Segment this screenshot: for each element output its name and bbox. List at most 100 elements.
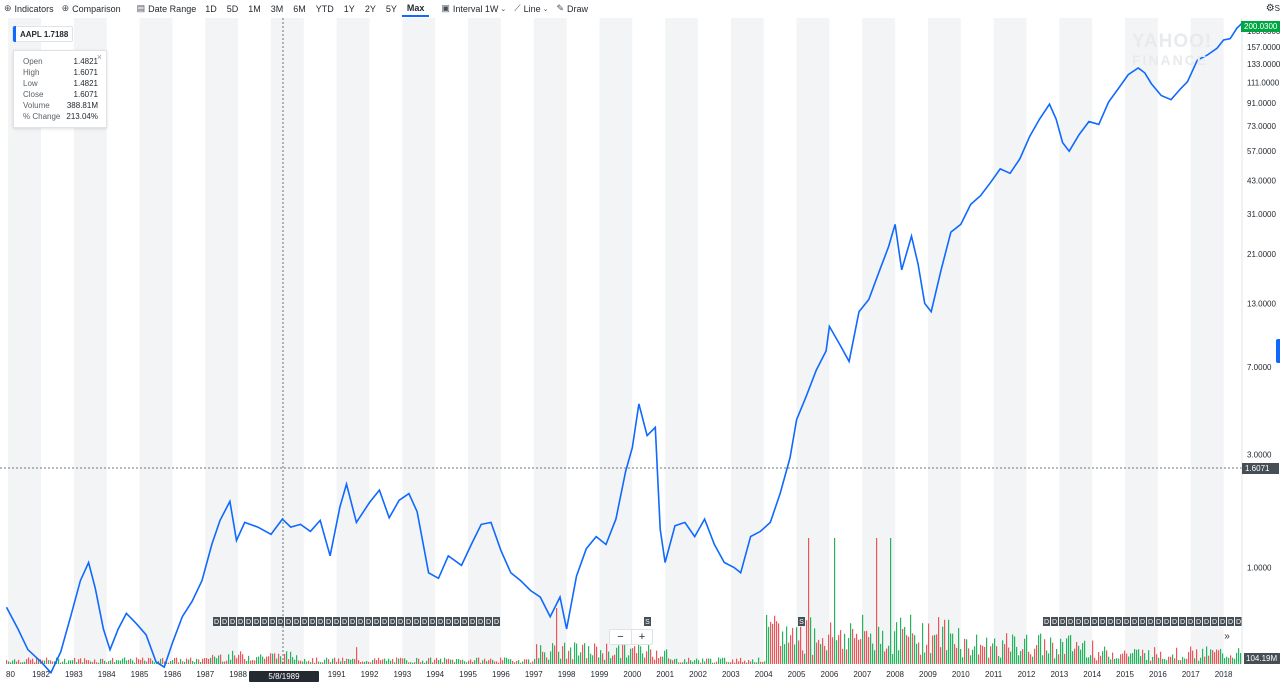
volume-bar-up	[796, 627, 798, 664]
dividend-marker-box	[293, 617, 300, 626]
dividend-marker-box	[1067, 617, 1074, 626]
volume-bar-down	[370, 662, 372, 664]
volume-bar-up	[696, 658, 698, 664]
volume-bar-up	[890, 538, 892, 664]
range-6m[interactable]: 6M	[293, 3, 306, 14]
volume-bar-down	[264, 658, 266, 664]
volume-bar-down	[468, 660, 470, 664]
x-tick-label: 2012	[1018, 670, 1036, 679]
volume-bar-down	[308, 660, 310, 664]
range-3m[interactable]: 3M	[270, 3, 284, 14]
volume-bar-down	[128, 659, 130, 664]
settings-button[interactable]: ⚙ S	[1266, 0, 1280, 17]
volume-bar-up	[914, 635, 916, 664]
x-tick-label: 1992	[361, 670, 379, 679]
volume-bar-up	[880, 643, 882, 664]
comparison-button[interactable]: ⊕ Comparison	[58, 0, 125, 17]
dividend-marker-label: D	[254, 619, 259, 626]
scroll-forward-button[interactable]: »	[1224, 631, 1230, 642]
volume-bar-up	[108, 661, 110, 664]
year-band	[599, 18, 633, 664]
series-color-swatch	[13, 26, 16, 42]
year-band	[205, 18, 239, 664]
volume-bar-up	[598, 657, 600, 664]
range-2y[interactable]: 2Y	[364, 3, 376, 14]
volume-bar-up	[120, 660, 122, 664]
zoom-controls: − +	[609, 629, 653, 645]
zoom-in-button[interactable]: +	[631, 630, 652, 644]
volume-bar-down	[336, 661, 338, 664]
volume-bar-up	[424, 662, 426, 664]
volume-bar-down	[1160, 651, 1162, 664]
x-tick-label: 1987	[196, 670, 214, 679]
volume-bar-down	[1216, 649, 1218, 664]
split-marker-box	[798, 617, 805, 626]
volume-bar-down	[530, 662, 532, 664]
range-5y[interactable]: 5Y	[385, 3, 397, 14]
series-legend-chip[interactable]: AAPL 1.7188	[12, 26, 74, 42]
volume-bar-up	[1042, 655, 1044, 664]
tooltip-row-open: Open 1.4821	[23, 56, 98, 67]
volume-bar-up	[426, 660, 428, 664]
volume-bar-down	[338, 658, 340, 664]
volume-bar-up	[366, 660, 368, 664]
price-chart[interactable]: 183.0000157.0000133.0000111.000091.00007…	[0, 18, 1280, 686]
range-1y[interactable]: 1Y	[343, 3, 355, 14]
volume-bar-up	[210, 657, 212, 664]
volume-bar-down	[1150, 660, 1152, 664]
panel-handle[interactable]	[1276, 339, 1280, 363]
volume-bar-up	[708, 658, 710, 664]
volume-bar-up	[724, 657, 726, 664]
volume-bar-down	[1212, 650, 1214, 664]
line-type-dropdown[interactable]: ⟋ Line ⌄	[510, 0, 552, 17]
volume-bar-up	[784, 644, 786, 664]
volume-bar-down	[356, 647, 358, 664]
dividend-marker-box	[429, 617, 436, 626]
range-1d[interactable]: 1D	[205, 3, 217, 14]
draw-button[interactable]: ✎ Draw	[552, 0, 592, 17]
volume-bar-up	[640, 646, 642, 664]
volume-bar-down	[1008, 647, 1010, 664]
volume-bar-down	[30, 659, 32, 664]
zoom-out-button[interactable]: −	[617, 631, 624, 643]
volume-bar-up	[14, 659, 16, 664]
volume-bar-up	[584, 643, 586, 664]
range-max[interactable]: Max	[401, 0, 430, 17]
indicators-button[interactable]: ⊕ Indicators	[0, 0, 58, 17]
range-1m[interactable]: 1M	[248, 3, 261, 14]
volume-bar-down	[26, 659, 28, 664]
close-icon[interactable]: ×	[96, 52, 102, 62]
volume-bar-up	[126, 660, 128, 664]
volume-bar-down	[1094, 657, 1096, 664]
volume-bar-down	[732, 659, 734, 664]
volume-bar-down	[1186, 658, 1188, 664]
volume-bar-up	[834, 538, 836, 664]
date-range-button[interactable]: ▤ Date Range	[133, 0, 201, 17]
series-label: AAPL 1.7188	[20, 29, 69, 39]
volume-bar-up	[1084, 640, 1086, 664]
volume-bar-down	[334, 657, 336, 664]
volume-bar-up	[578, 655, 580, 664]
volume-bar-up	[76, 661, 78, 664]
volume-bar-up	[1104, 646, 1106, 664]
dividend-marker-label: D	[462, 619, 467, 626]
crosshair-price-label: 1.6071	[1242, 463, 1279, 474]
volume-bar-up	[1062, 642, 1064, 664]
volume-bar-down	[1058, 654, 1060, 664]
volume-bar-up	[72, 660, 74, 664]
dividend-marker-label: D	[1236, 619, 1241, 626]
volume-bar-up	[870, 633, 872, 664]
volume-bar-up	[66, 662, 68, 664]
range-ytd[interactable]: YTD	[315, 3, 334, 14]
volume-bar-down	[50, 660, 52, 664]
volume-bar-down	[212, 654, 214, 664]
volume-bar-down	[204, 658, 206, 664]
dividend-marker-label: D	[1148, 619, 1153, 626]
chart-icon: ▣	[441, 3, 450, 13]
range-5d[interactable]: 5D	[226, 3, 239, 14]
interval-dropdown[interactable]: ▣ Interval 1W ⌄	[437, 0, 510, 17]
volume-bar-down	[954, 644, 956, 664]
dividend-marker-box	[229, 617, 236, 626]
dividend-marker-box	[445, 617, 452, 626]
volume-bar-up	[1010, 651, 1012, 664]
